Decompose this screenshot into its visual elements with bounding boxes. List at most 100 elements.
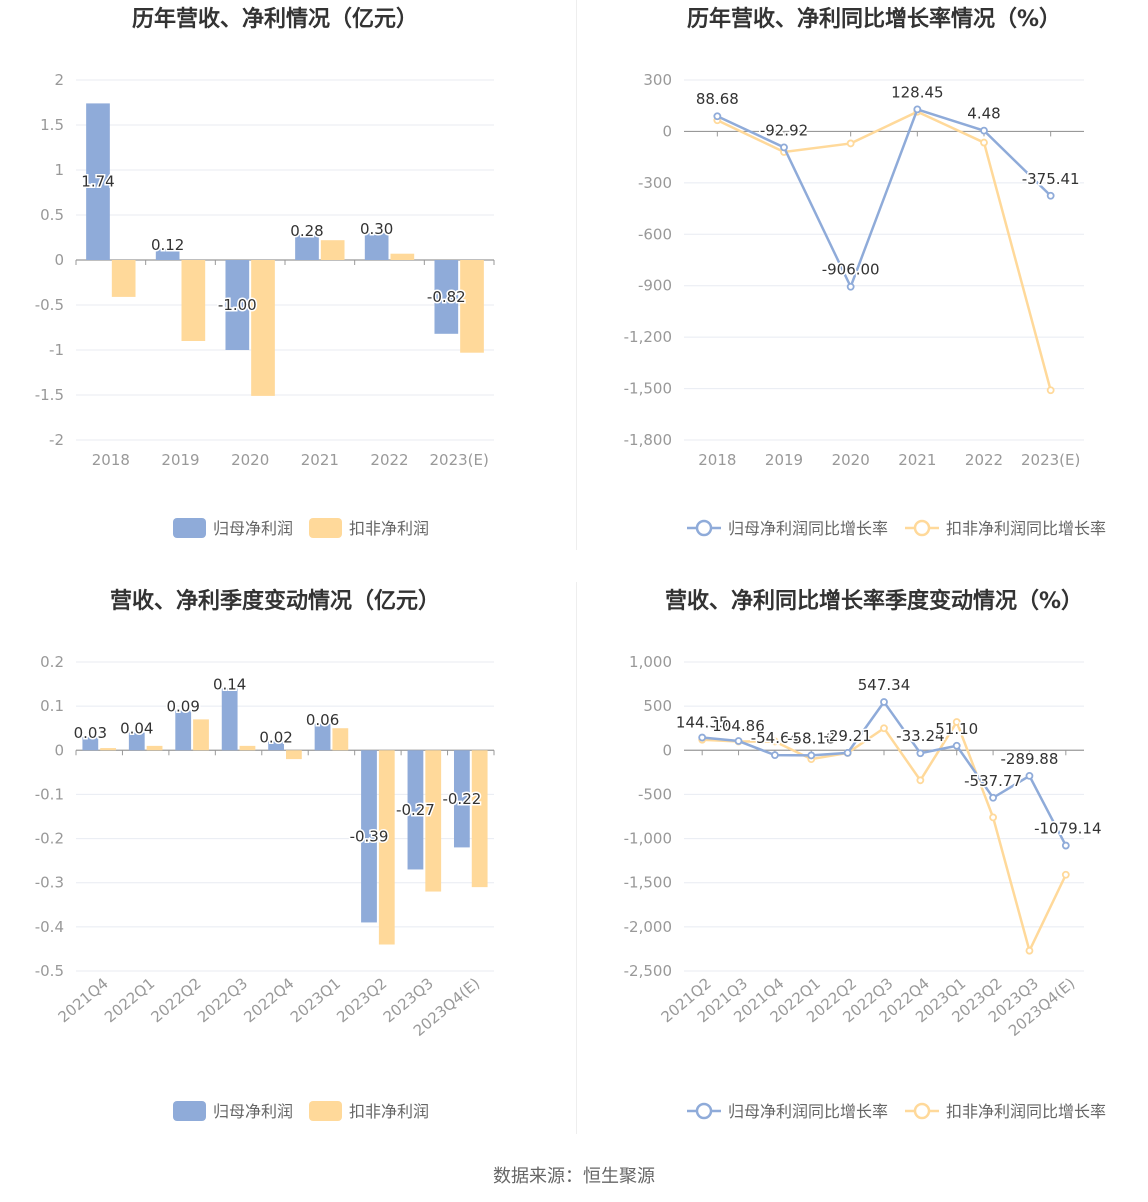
bar-net-profit xyxy=(175,710,192,751)
bar-net-profit xyxy=(268,741,284,751)
bar-deducted-net-profit xyxy=(378,750,395,945)
x-tick-label: 2020 xyxy=(231,451,269,469)
data-label: 0.03 xyxy=(74,724,107,742)
x-tick-label: 2018 xyxy=(92,451,130,469)
panel-divider-bottom xyxy=(576,582,577,1134)
legend-swatch-net-profit xyxy=(173,518,206,538)
bar-deducted-net-profit xyxy=(100,748,117,751)
y-tick-label: -1 xyxy=(49,341,64,359)
chart-title: 营收、净利季度变动情况（亿元） xyxy=(110,588,440,614)
y-tick-label: -1,800 xyxy=(624,431,672,449)
point-net-profit-growth xyxy=(1025,771,1034,780)
data-label: 0.09 xyxy=(167,698,200,716)
chart-panel-quarterly-profit: 营收、净利季度变动情况（亿元） 0.2 0.1 0 -0.1 -0.2 -0.3 -0.4 -0… xyxy=(0,582,574,1162)
data-label: -33.24 xyxy=(896,727,944,745)
data-label: -537.77 xyxy=(964,772,1022,790)
y-tick-label: -300 xyxy=(638,174,672,192)
y-tick-label: 0 xyxy=(662,741,672,759)
bar-net-profit xyxy=(361,750,377,923)
data-label: -906.00 xyxy=(822,261,880,279)
data-label: -92.92 xyxy=(760,121,808,139)
y-tick-label: 0 xyxy=(54,741,64,759)
data-source-footer: 数据来源：恒生聚源 xyxy=(493,1166,655,1187)
data-label: 104.86 xyxy=(712,717,765,735)
y-tick-label: -1,200 xyxy=(624,328,672,346)
point-deducted-growth xyxy=(771,737,779,746)
bar-deducted-net-profit xyxy=(111,260,136,297)
data-label: 0.06 xyxy=(306,711,339,729)
y-tick-label: -1,000 xyxy=(624,830,672,848)
series-line-net-profit-growth xyxy=(716,107,1052,290)
x-tick-label: 2021 xyxy=(301,451,339,469)
x-tick-label: 2019 xyxy=(161,451,199,469)
bar-deducted-net-profit xyxy=(390,253,415,260)
x-tick-label: 2022 xyxy=(965,451,1003,469)
legend-label: 扣非净利润同比增长率 xyxy=(946,519,1106,538)
y-tick-label: -2 xyxy=(49,431,64,449)
bar-deducted-net-profit xyxy=(471,750,488,888)
x-tick-label: 2022Q3 xyxy=(194,974,251,1026)
point-net-profit-growth xyxy=(916,749,925,758)
legend-marker xyxy=(695,519,713,537)
legend-swatch-net-profit xyxy=(173,1101,206,1121)
bar-deducted-net-profit xyxy=(286,750,302,760)
data-label: -58.18 xyxy=(787,729,835,747)
y-tick-label: 1.5 xyxy=(40,116,64,134)
y-tick-label: -900 xyxy=(638,277,672,295)
data-label: 1.74 xyxy=(81,173,114,191)
data-label: 51.10 xyxy=(935,720,978,738)
point-net-profit-growth xyxy=(713,112,722,121)
data-label: -0.22 xyxy=(442,790,481,808)
annual-profit-bar-chart: 历年营收、净利情况（亿元） 2 1.5 1 0.5 0 -0.5 -1 -1.5 -2 2018 20… xyxy=(35,6,495,538)
x-tick-label: 2023Q1 xyxy=(287,974,344,1026)
legend-marker xyxy=(913,519,931,537)
point-net-profit-growth xyxy=(846,282,855,291)
legend-label: 归母净利润 xyxy=(213,1102,293,1121)
bar-net-profit xyxy=(86,103,110,261)
point-net-profit-growth xyxy=(734,737,743,745)
data-label: -289.88 xyxy=(1001,750,1059,768)
point-net-profit-growth xyxy=(807,751,816,760)
x-tick-label: 2018 xyxy=(698,451,736,469)
point-net-profit-growth xyxy=(771,751,779,760)
point-net-profit-growth xyxy=(880,698,888,706)
bar-net-profit xyxy=(434,260,459,334)
legend-marker xyxy=(695,1102,713,1120)
bar-net-profit xyxy=(295,234,319,260)
point-net-profit-growth xyxy=(952,741,961,750)
y-tick-label: -0.1 xyxy=(35,785,64,803)
data-label: -0.27 xyxy=(396,801,435,819)
bar-deducted-net-profit xyxy=(320,240,345,260)
quarterly-profit-bar-chart: 营收、净利季度变动情况（亿元） 0.2 0.1 0 -0.1 -0.2 -0.3 -0.4 -0… xyxy=(35,588,495,1121)
x-tick-label: 2022 xyxy=(370,451,408,469)
chart-title: 营收、净利同比增长率季度变动情况（%） xyxy=(665,588,1083,614)
data-label: -54.64 xyxy=(751,729,799,747)
data-label: 0.04 xyxy=(120,720,153,738)
y-tick-label: 0.1 xyxy=(40,697,64,715)
annual-growth-line-chart: 历年营收、净利同比增长率情况（%） 300 0 -300 -600 -900 -1,200 -… xyxy=(624,6,1106,538)
bar-deducted-net-profit xyxy=(239,745,256,751)
point-deducted-growth xyxy=(952,718,961,726)
legend-marker xyxy=(913,1102,931,1120)
legend-label: 扣非净利润 xyxy=(349,1102,429,1121)
bar-net-profit xyxy=(155,249,180,260)
chart-panel-quarterly-growth: 营收、净利同比增长率季度变动情况（%） 1,000 500 0 -500 -1,000 -1… xyxy=(574,582,1148,1162)
data-label: -0.82 xyxy=(427,288,466,306)
quarterly-growth-line-chart: 营收、净利同比增长率季度变动情况（%） 1,000 500 0 -500 -1,000 -1… xyxy=(624,588,1106,1121)
x-tick-label: 2021Q4 xyxy=(55,974,112,1026)
y-tick-label: 0.2 xyxy=(40,653,64,671)
legend-label: 归母净利润同比增长率 xyxy=(728,1102,888,1121)
bar-deducted-net-profit xyxy=(193,719,209,751)
y-tick-label: -1,500 xyxy=(624,380,672,398)
point-deducted-growth xyxy=(980,138,988,147)
y-tick-label: -2,500 xyxy=(624,962,672,980)
data-label: 0.30 xyxy=(360,220,393,238)
legend-label: 归母净利润 xyxy=(213,519,293,538)
point-deducted-growth xyxy=(989,813,997,822)
y-tick-label: 1 xyxy=(54,161,64,179)
x-tick-label: 2021 xyxy=(898,451,936,469)
point-net-profit-growth xyxy=(780,143,788,152)
x-tick-label: 2023(E) xyxy=(429,451,488,469)
y-tick-label: 0 xyxy=(662,122,672,140)
y-tick-label: 1,000 xyxy=(629,653,672,671)
